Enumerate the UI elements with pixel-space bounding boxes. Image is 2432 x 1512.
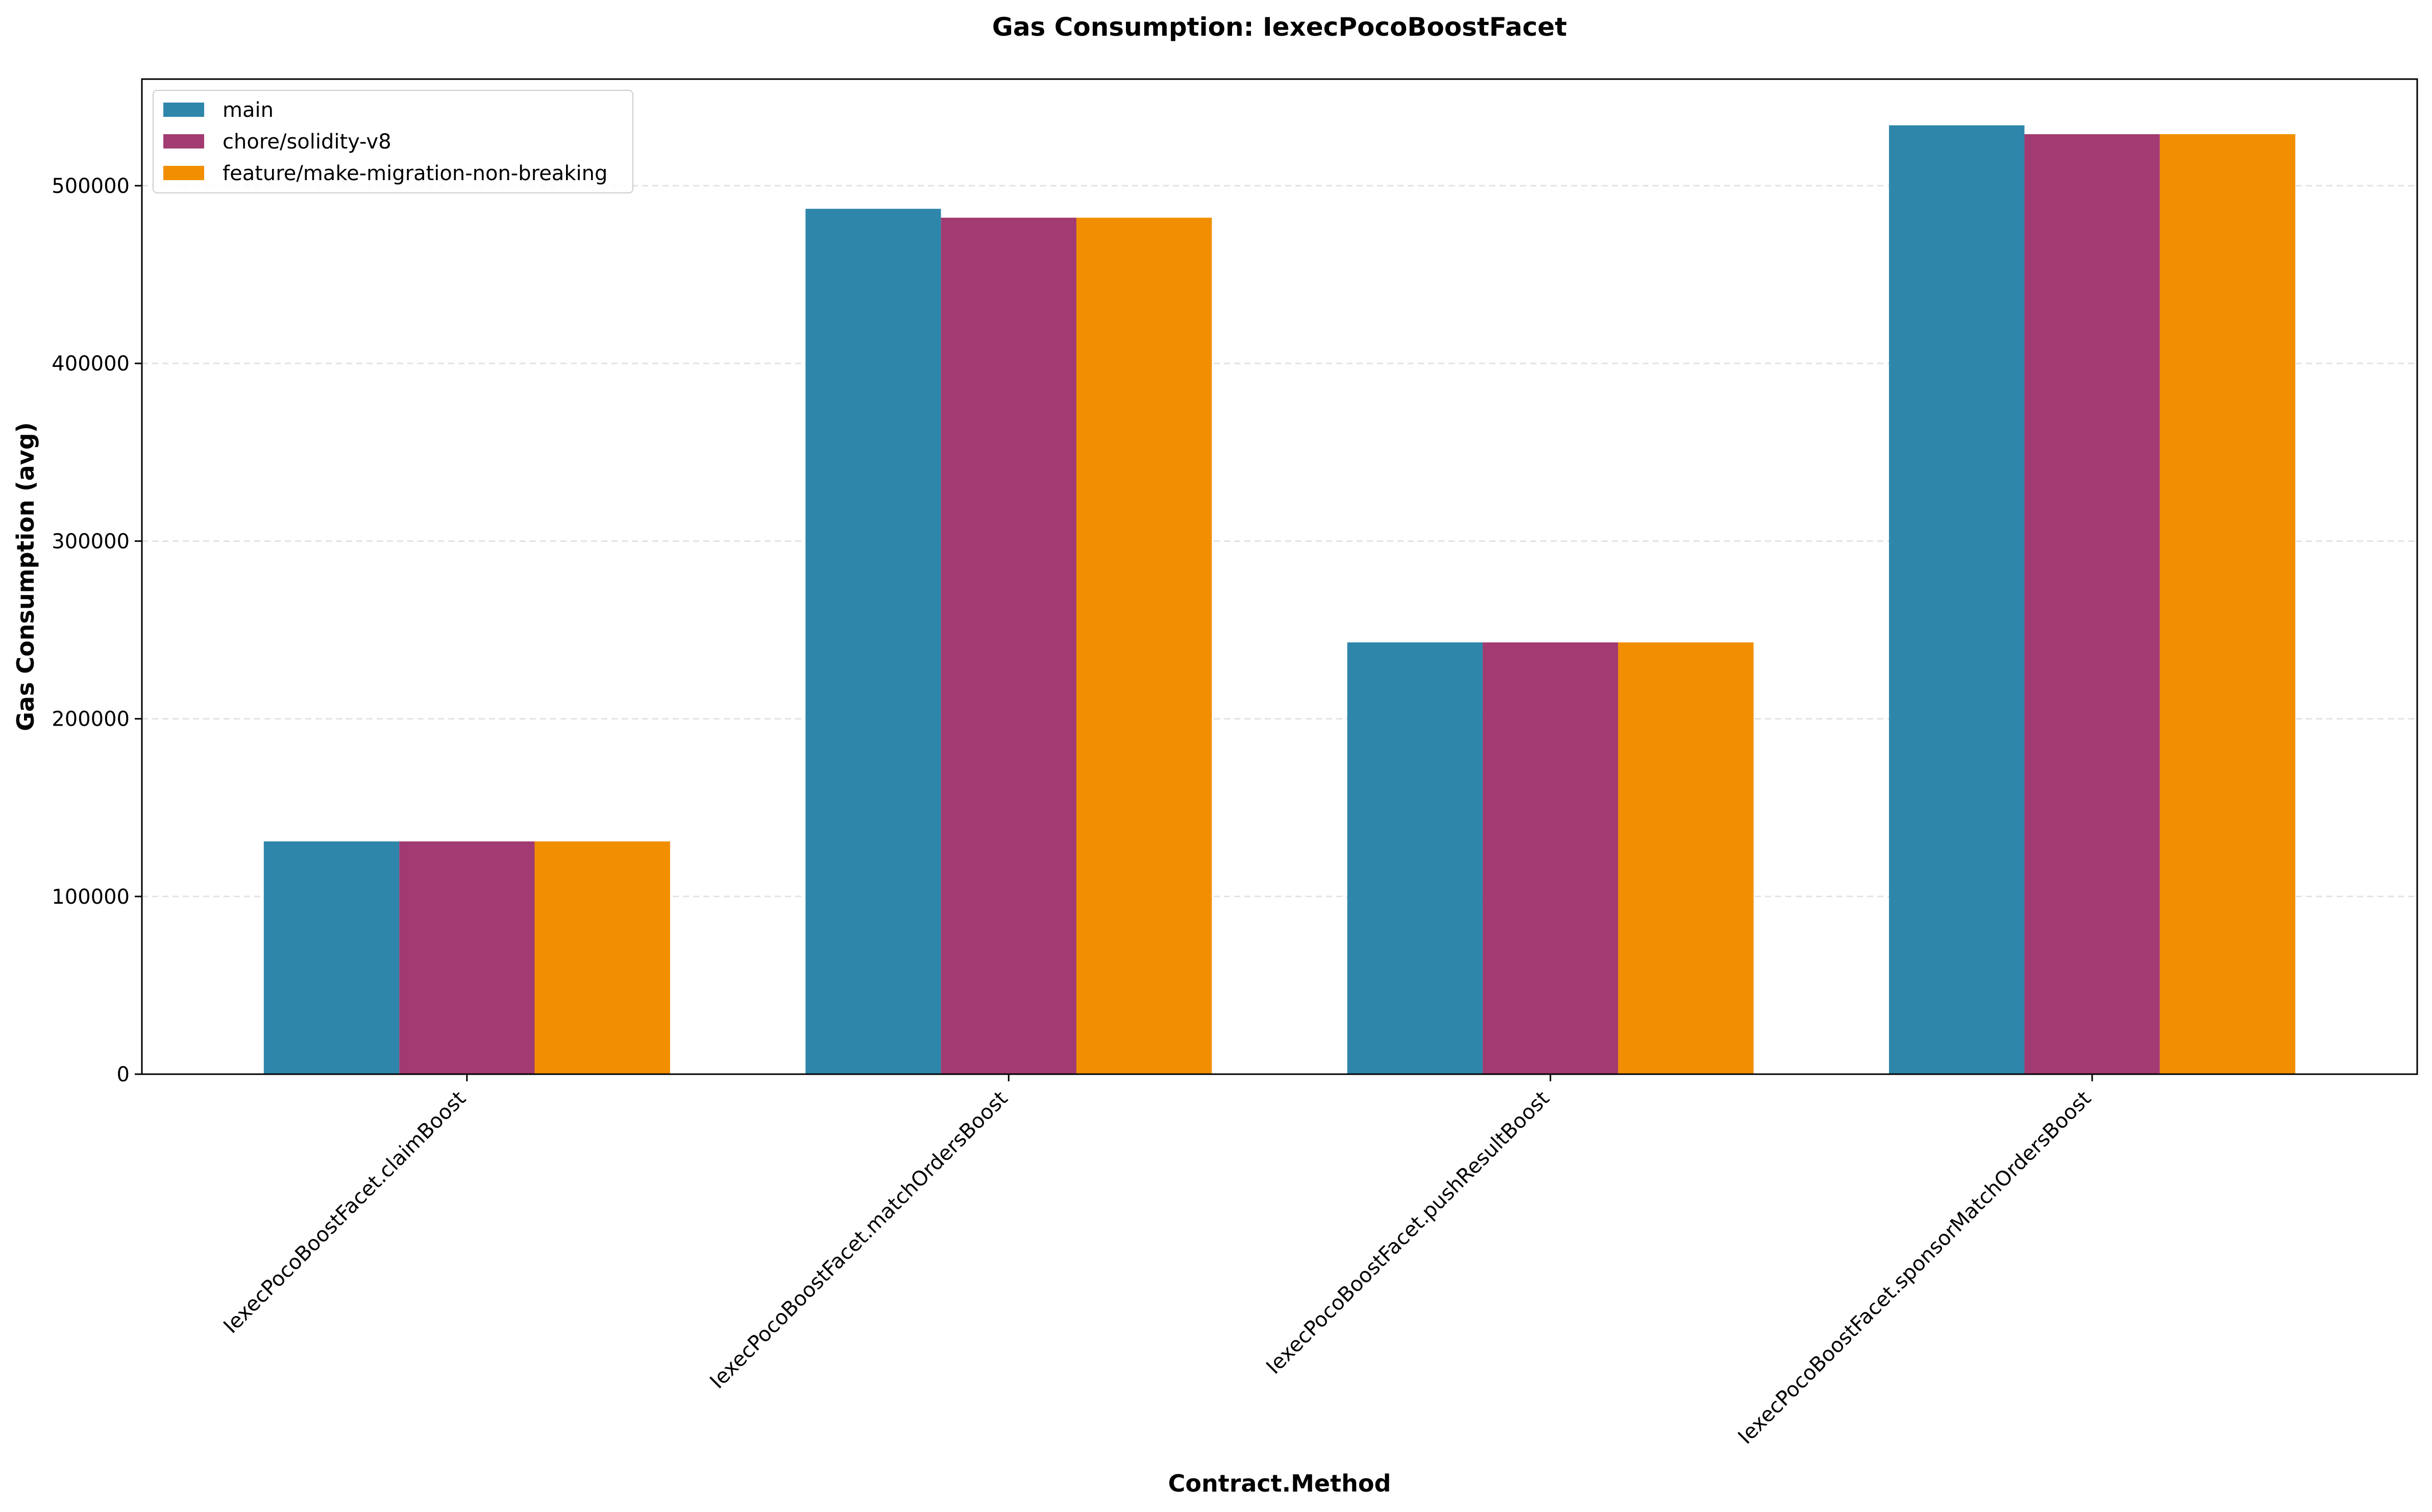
legend: main chore/solidity-v8 feature/make-migrat… <box>153 90 633 193</box>
y-tick-label: 500000 <box>52 175 130 198</box>
bar <box>263 841 400 1074</box>
bar <box>1076 217 1212 1074</box>
x-axis-label: Contract.Method <box>1168 1470 1391 1497</box>
y-axis-ticks: 0 100000 200000 300000 400000 500000 <box>52 175 142 1086</box>
bar <box>534 841 670 1074</box>
legend-swatch <box>163 134 204 148</box>
y-tick-label: 400000 <box>52 352 130 376</box>
plot-frame <box>141 78 2418 1075</box>
y-axis-label: Gas Consumption (avg) <box>12 422 39 731</box>
legend-label: main <box>223 98 274 122</box>
bar <box>1483 642 1618 1074</box>
legend-swatch <box>163 103 204 117</box>
bars <box>263 125 2296 1075</box>
bar <box>941 217 1076 1074</box>
chart-title: Gas Consumption: IexecPocoBoostFacet <box>992 12 1567 42</box>
bar <box>2024 134 2160 1075</box>
y-tick-label: 0 <box>117 1063 130 1086</box>
y-tick-label: 300000 <box>52 530 130 553</box>
legend-frame <box>153 90 633 193</box>
legend-label: chore/solidity-v8 <box>223 130 391 154</box>
legend-label: feature/make-migration-non-breaking <box>223 162 607 185</box>
y-tick-label: 200000 <box>52 708 130 731</box>
bar <box>1618 642 1754 1074</box>
bar <box>1889 125 2025 1074</box>
bar <box>2159 134 2296 1075</box>
legend-swatch <box>163 166 204 180</box>
bar <box>1347 642 1483 1074</box>
bar <box>805 209 941 1075</box>
y-tick-label: 100000 <box>52 885 130 909</box>
bar <box>399 841 535 1074</box>
